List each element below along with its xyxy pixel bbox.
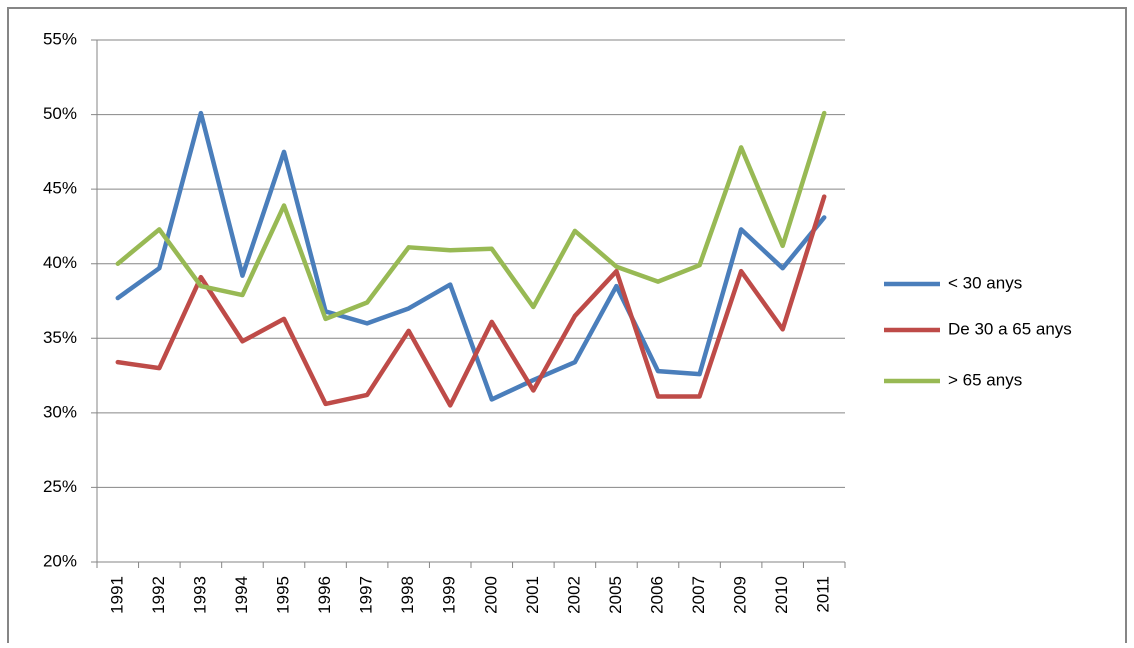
y-tick-label: 20% [43, 551, 77, 570]
y-tick-label: 35% [43, 328, 77, 347]
y-tick-label: 30% [43, 402, 77, 421]
x-tick-label: 2007 [689, 576, 708, 614]
y-tick-label: 25% [43, 477, 77, 496]
y-tick-label: 50% [43, 104, 77, 123]
y-tick-label: 45% [43, 179, 77, 198]
legend-label: De 30 a 65 anys [948, 319, 1072, 338]
x-tick-label: 2002 [564, 576, 583, 614]
y-tick-label: 55% [43, 29, 77, 48]
x-tick-label: 1992 [149, 576, 168, 614]
x-tick-label: 1996 [315, 576, 334, 614]
x-tick-label: 1997 [357, 576, 376, 614]
x-tick-label: 1991 [107, 576, 126, 614]
x-tick-label: 2000 [481, 576, 500, 614]
x-tick-label: 2010 [772, 576, 791, 614]
x-tick-label: 2011 [814, 576, 833, 613]
x-tick-label: 2001 [523, 576, 542, 614]
data-line [115, 110, 827, 322]
x-tick-label: 1998 [398, 576, 417, 614]
data-line [115, 194, 827, 408]
legend-label: < 30 anys [948, 273, 1022, 292]
x-tick-label: 2006 [647, 576, 666, 614]
x-tick-label: 2009 [731, 576, 750, 614]
x-tick-label: 2005 [606, 576, 625, 614]
x-tick-label: 1993 [190, 576, 209, 614]
x-tick-label: 1999 [440, 576, 459, 614]
x-tick-label: 1994 [232, 576, 251, 614]
legend-label: > 65 anys [948, 370, 1022, 389]
y-tick-label: 40% [43, 253, 77, 272]
x-tick-label: 1995 [273, 576, 292, 614]
data-line [115, 110, 827, 402]
